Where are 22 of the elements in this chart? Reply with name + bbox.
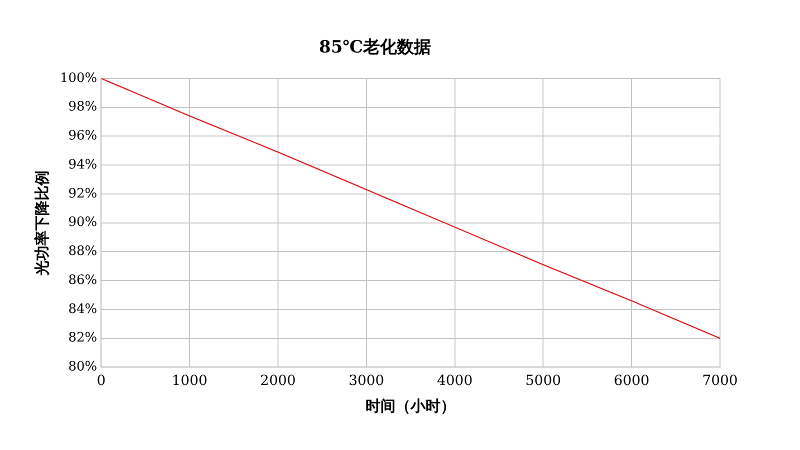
y-tick-label: 96% [68, 128, 98, 144]
x-tick-label: 5000 [525, 373, 562, 390]
y-tick-label: 90% [68, 215, 98, 230]
x-tick-label: 0 [96, 373, 106, 390]
y-tick-label: 92% [68, 186, 98, 202]
x-tick-label: 7000 [702, 373, 738, 390]
y-tick-label: 86% [68, 272, 98, 288]
y-tick-label: 80% [68, 360, 98, 375]
x-axis-title: 时间（小时） [366, 396, 456, 415]
y-tick-label: 84% [68, 302, 98, 317]
y-tick-label: 100% [60, 70, 98, 86]
y-tick-label: 98% [68, 100, 98, 115]
y-tick-label: 94% [68, 157, 98, 172]
x-tick-label: 6000 [614, 373, 650, 390]
chart-title: 85℃老化数据 [318, 38, 432, 58]
y-tick-label: 82% [68, 330, 98, 346]
y-axis-title: 光功率下降比例 [32, 170, 51, 276]
x-tick-label: 3000 [348, 373, 384, 390]
y-tick-label: 88% [68, 244, 98, 260]
x-tick-label: 4000 [436, 373, 473, 390]
x-tick-label: 2000 [260, 373, 296, 390]
x-tick-label: 1000 [172, 373, 208, 390]
